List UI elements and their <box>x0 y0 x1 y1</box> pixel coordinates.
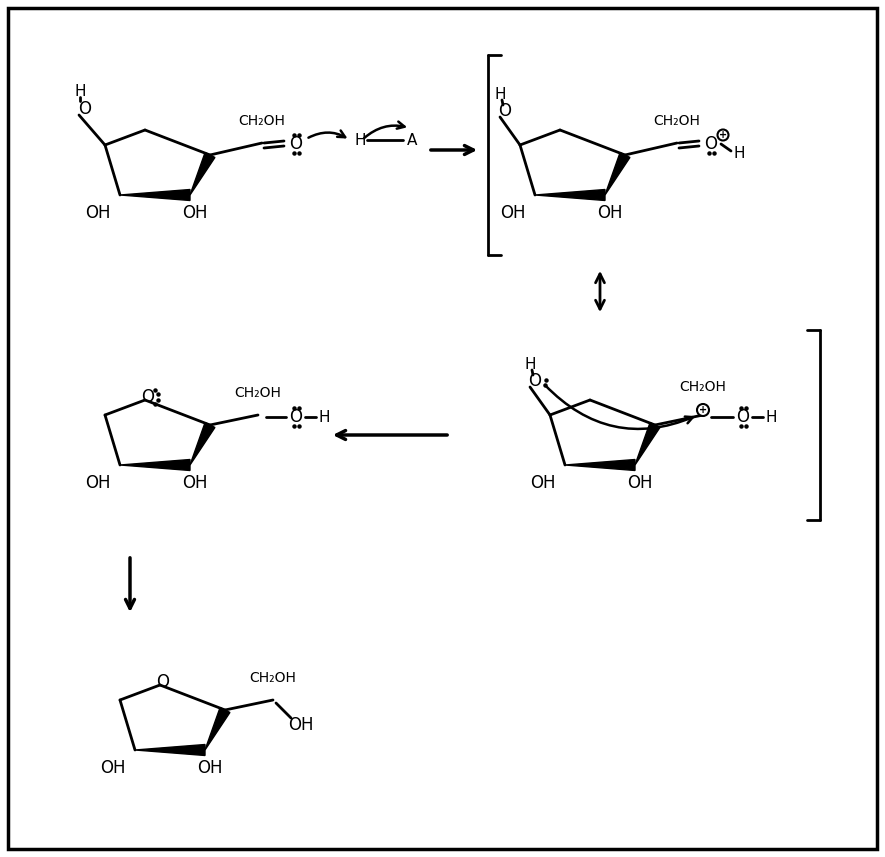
Text: OH: OH <box>197 759 223 777</box>
Polygon shape <box>190 153 215 195</box>
Text: O: O <box>142 388 155 406</box>
Text: O: O <box>736 408 750 426</box>
Text: OH: OH <box>597 204 623 222</box>
Polygon shape <box>635 423 660 465</box>
Text: H: H <box>734 146 745 160</box>
Text: OH: OH <box>627 474 653 492</box>
Text: O: O <box>157 673 170 691</box>
Text: O: O <box>289 408 303 426</box>
Text: CH₂OH: CH₂OH <box>250 671 296 685</box>
Polygon shape <box>135 745 205 756</box>
Text: +: + <box>719 130 727 140</box>
Text: A: A <box>407 133 417 147</box>
Text: H: H <box>354 133 366 147</box>
Text: CH₂OH: CH₂OH <box>680 380 727 394</box>
Text: +: + <box>699 405 707 415</box>
Text: OH: OH <box>85 204 111 222</box>
Polygon shape <box>605 153 630 195</box>
Circle shape <box>718 129 728 141</box>
Polygon shape <box>120 189 190 201</box>
Text: H: H <box>494 87 505 101</box>
Text: OH: OH <box>530 474 556 492</box>
Polygon shape <box>205 708 230 750</box>
Text: O: O <box>289 135 303 153</box>
Text: H: H <box>766 410 777 424</box>
Text: H: H <box>319 410 330 424</box>
Text: O: O <box>704 135 718 153</box>
Text: H: H <box>524 357 535 371</box>
Text: OH: OH <box>182 204 208 222</box>
Circle shape <box>697 404 709 416</box>
Text: O: O <box>79 100 91 118</box>
Text: OH: OH <box>182 474 208 492</box>
Text: O: O <box>528 372 542 390</box>
Text: OH: OH <box>100 759 126 777</box>
Text: O: O <box>498 102 512 120</box>
Polygon shape <box>535 189 605 201</box>
Text: CH₂OH: CH₂OH <box>653 114 700 128</box>
Text: CH₂OH: CH₂OH <box>239 114 286 128</box>
Polygon shape <box>190 423 215 465</box>
Text: OH: OH <box>500 204 526 222</box>
Text: OH: OH <box>289 716 314 734</box>
Text: H: H <box>74 83 86 99</box>
Polygon shape <box>565 459 635 470</box>
Text: OH: OH <box>85 474 111 492</box>
Polygon shape <box>120 459 190 470</box>
Text: CH₂OH: CH₂OH <box>235 386 281 400</box>
